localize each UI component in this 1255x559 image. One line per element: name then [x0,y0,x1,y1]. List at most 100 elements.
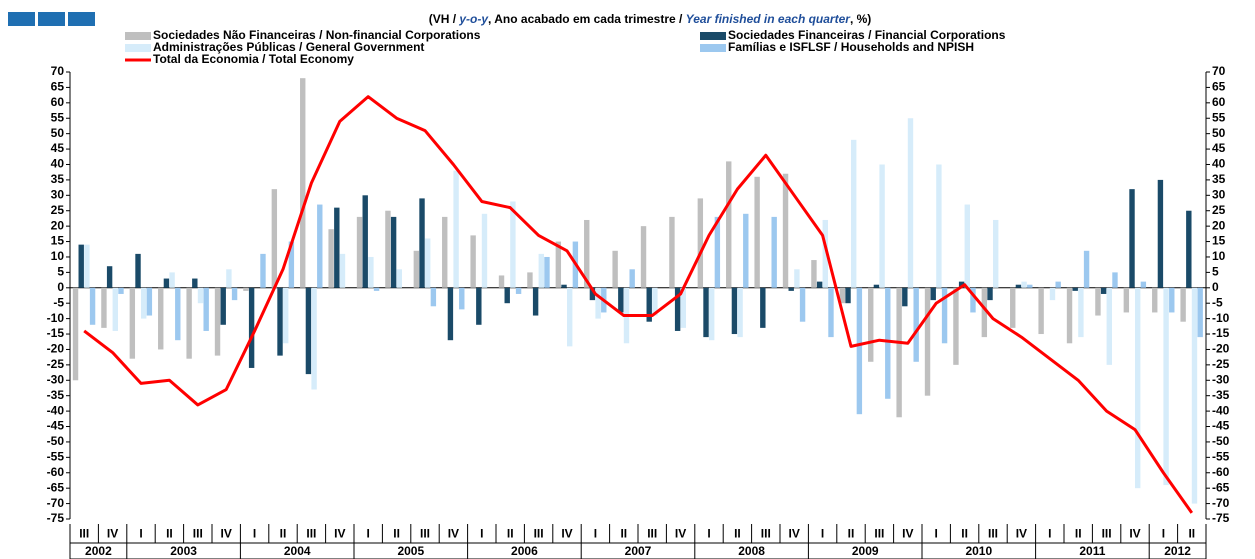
bar [197,287,204,304]
x-tick-label: I [707,527,710,541]
bar [481,213,488,288]
bar [930,287,936,301]
bar [504,287,510,304]
line [83,95,1194,514]
x-tick-label: I [253,527,256,541]
y-tick-label: 70 [51,64,65,78]
bar [1100,287,1107,294]
x-tick-label: III [761,527,771,541]
legend-swatch [700,44,726,52]
bar [731,287,738,335]
bar [1066,287,1073,344]
bar [419,198,425,288]
bar [913,287,919,362]
bar [515,287,522,294]
bar [737,287,743,338]
bar [646,287,652,322]
bar [652,287,658,316]
bar [163,278,170,288]
bar [243,287,249,291]
bar [851,139,857,288]
x-tick-label: IV [1016,527,1027,541]
year-label: 2003 [170,544,197,558]
bar [538,253,544,288]
bar [226,269,232,288]
x-tick-label: IV [334,527,345,541]
y-tick-label: -55 [47,450,65,464]
x-tick-label: II [848,527,855,541]
bar [1055,281,1061,288]
year-label: 2012 [1164,544,1191,558]
y2-tick-label: 70 [1212,64,1226,78]
legend-label: Administrações Públicas / General Govern… [153,40,424,54]
x-tick-label: III [193,527,203,541]
bar [811,260,817,288]
bar [794,269,800,288]
bar [612,250,618,288]
x-tick-label: III [534,527,544,541]
x-tick-label: I [367,527,370,541]
bar [260,253,266,288]
bar [1186,210,1192,288]
bar [78,244,84,288]
legend-swatch [125,32,151,40]
bar [447,287,454,341]
x-tick-label: III [306,527,316,541]
y2-tick-label: -60 [1212,465,1230,479]
year-label: 2004 [284,544,311,558]
year-label: 2002 [85,544,112,558]
y2-tick-label: -25 [1212,357,1230,371]
bar [425,238,431,288]
bar [788,287,794,291]
bar [1157,179,1164,288]
x-tick-label: II [1075,527,1082,541]
bar [1169,287,1175,313]
legend-label: Total da Economia / Total Economy [153,52,354,66]
y-tick-label: 40 [51,157,65,171]
bar [101,287,107,328]
bar [248,287,255,368]
y2-tick-label: -50 [1212,434,1230,448]
y-tick-label: 65 [51,80,65,94]
x-tick-label: II [961,527,968,541]
bar [106,266,113,288]
bar [118,287,124,294]
y-tick-label: -40 [47,403,65,417]
bar [385,210,391,288]
legend-swatch [125,44,151,52]
x-tick-label: IV [107,527,118,541]
bar [868,287,874,362]
x-tick-label: I [1162,527,1165,541]
bar [703,287,709,338]
bar [390,216,397,288]
bar [112,287,118,331]
bar [459,287,465,310]
bar [896,287,902,418]
x-tick-label: I [594,527,597,541]
year-label: 2005 [397,544,424,558]
bar [839,287,846,304]
y2-tick-label: -65 [1212,480,1230,494]
y-tick-label: 55 [51,110,65,124]
bar [334,207,340,288]
y2-tick-label: 10 [1212,249,1226,263]
bar [413,250,420,288]
bar [1095,287,1101,316]
y-tick-label: -15 [47,326,65,340]
bar [1027,284,1033,288]
x-tick-label: IV [1129,527,1140,541]
x-tick-label: I [1048,527,1051,541]
bar [317,204,323,288]
bar [277,287,283,356]
x-tick-label: II [280,527,287,541]
bar [555,241,562,288]
bar [1049,287,1056,301]
year-label: 2009 [852,544,879,558]
bar [589,287,596,301]
bar [799,287,806,322]
bar [953,287,959,365]
x-tick-label: II [620,527,627,541]
year-label: 2006 [511,544,538,558]
bar [782,173,789,288]
